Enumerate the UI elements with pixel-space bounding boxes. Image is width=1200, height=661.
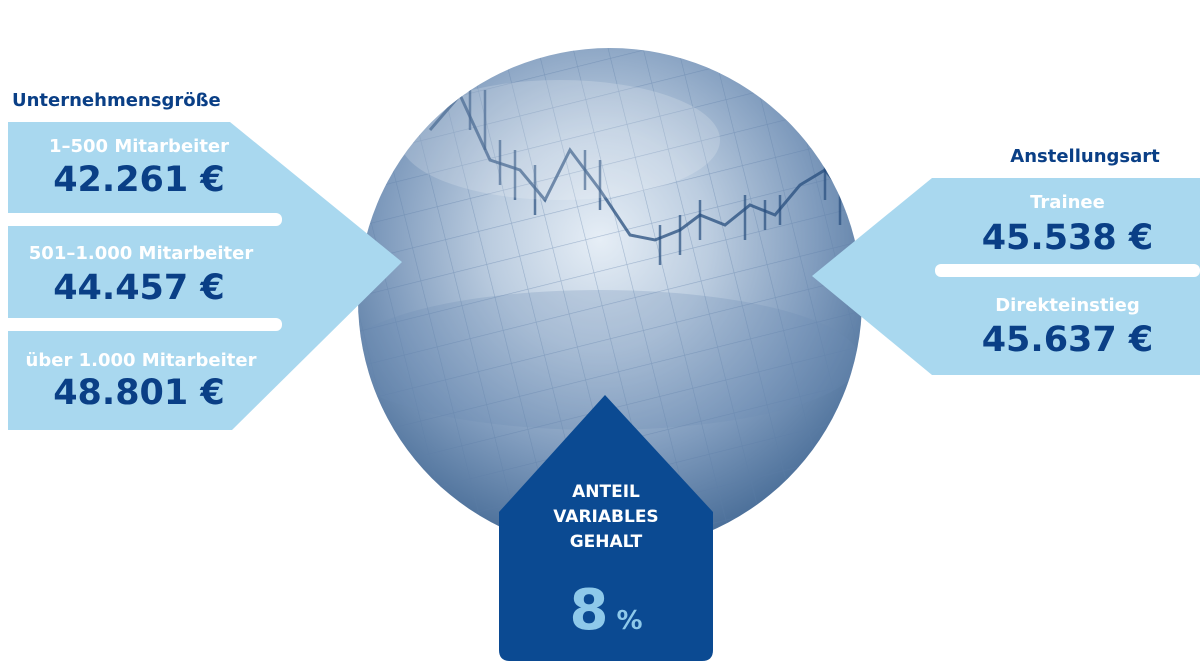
left-arrow-shape bbox=[8, 122, 402, 430]
bottom-tag-shape bbox=[499, 395, 713, 661]
variable-salary-value: 8 bbox=[569, 578, 609, 643]
bottom-tag-line-3: GEHALT bbox=[569, 532, 643, 552]
left-separator-1 bbox=[0, 213, 282, 226]
globe-image bbox=[358, 48, 862, 552]
left-item-2-label: 501–1.000 Mitarbeiter bbox=[28, 243, 254, 264]
right-item-1-label: Trainee bbox=[1030, 192, 1105, 213]
left-item-3-label: über 1.000 Mitarbeiter bbox=[25, 350, 257, 371]
left-item-1-label: 1–500 Mitarbeiter bbox=[48, 136, 230, 157]
right-item-1-value: 45.538 € bbox=[981, 218, 1154, 258]
bottom-tag-line-2: VARIABLES bbox=[553, 507, 659, 527]
left-item-1-value: 42.261 € bbox=[53, 160, 225, 200]
right-section-title: Anstellungsart bbox=[1010, 146, 1160, 167]
left-section-title: Unternehmensgröße bbox=[12, 90, 221, 111]
variable-salary-unit: % bbox=[616, 606, 643, 636]
variable-salary-share: 8% bbox=[499, 578, 713, 643]
right-item-2-label: Direkteinstieg bbox=[995, 295, 1140, 316]
bottom-tag-line-1: ANTEIL bbox=[572, 482, 640, 502]
left-item-2-value: 44.457 € bbox=[53, 268, 225, 308]
left-item-3-value: 48.801 € bbox=[53, 373, 225, 413]
left-separator-2 bbox=[0, 318, 282, 331]
right-item-2-value: 45.637 € bbox=[981, 320, 1154, 360]
right-separator bbox=[935, 264, 1200, 277]
